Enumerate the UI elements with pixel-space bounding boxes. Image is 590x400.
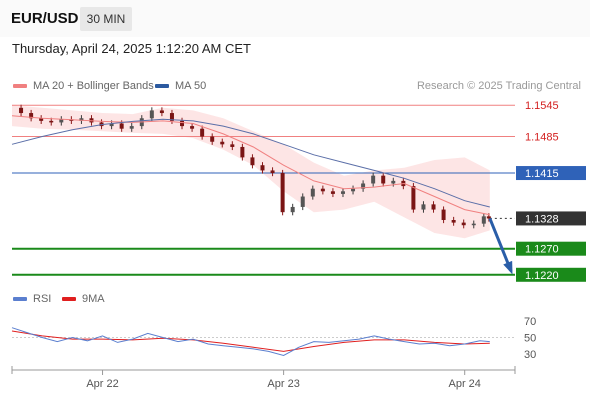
legend-ma20: MA 20 + Bollinger Bands	[13, 80, 154, 92]
x-tick-label: Apr 22	[86, 378, 118, 390]
chart-datetime: Thursday, April 24, 2025 1:12:20 AM CET	[12, 41, 251, 56]
candle-body	[481, 216, 486, 224]
candle-body	[240, 146, 245, 158]
candle-body	[79, 118, 84, 121]
legend-label-ma9: 9MA	[82, 293, 105, 305]
candle-body	[320, 188, 325, 192]
candle-body	[431, 204, 436, 210]
bollinger-band-area	[12, 105, 490, 239]
legend-swatch-ma9	[62, 297, 76, 302]
candle-body	[411, 186, 416, 210]
rsi-tick-label: 70	[524, 316, 536, 328]
x-tick-label: Apr 24	[448, 378, 480, 390]
level-label-1.1485: 1.1485	[525, 132, 559, 144]
candle-body	[190, 126, 195, 129]
legend-label-ma20: MA 20 + Bollinger Bands	[33, 80, 154, 92]
rsi-line	[11, 327, 490, 357]
candle-body	[486, 216, 491, 219]
legend-swatch-ma20	[13, 84, 27, 89]
level-label-1.1270: 1.1270	[525, 244, 559, 256]
timeframe-badge[interactable]: 30 MIN	[80, 7, 132, 31]
candle-body	[371, 175, 376, 184]
symbol-title: EUR/USD	[11, 10, 79, 27]
candle-body	[310, 188, 315, 197]
ma50-line	[11, 118, 490, 208]
legend-swatch-rsi	[13, 297, 27, 302]
candle-body	[109, 123, 114, 127]
candle-body	[451, 220, 456, 223]
legend-swatch-ma50	[155, 84, 169, 89]
level-box-1.1270	[516, 241, 586, 256]
candle-body	[200, 128, 205, 137]
candle-body	[159, 110, 164, 114]
candle-body	[330, 191, 335, 194]
candle-body	[19, 107, 24, 114]
candle-body	[461, 222, 466, 226]
candle-body	[250, 157, 255, 166]
candle-body	[260, 165, 265, 171]
candle-body	[210, 136, 215, 142]
candle-body	[230, 144, 235, 147]
level-label-1.1545: 1.1545	[525, 100, 559, 112]
candle-body	[49, 120, 54, 123]
candle-body	[340, 191, 345, 194]
level-box-1.1328	[516, 211, 586, 226]
candle-body	[300, 196, 305, 207]
credit-text: Research © 2025 Trading Central	[416, 80, 581, 92]
candle-body	[169, 113, 174, 121]
legend-rsi: RSI	[13, 293, 51, 305]
level-label-1.1415: 1.1415	[525, 168, 559, 180]
candle-body	[59, 119, 64, 123]
ma20-line	[11, 115, 490, 216]
candle-body	[119, 123, 124, 129]
legend-ma50: MA 50	[155, 80, 206, 92]
candle-body	[391, 180, 396, 184]
candle-body	[471, 223, 476, 226]
candle-body	[29, 113, 34, 119]
candle-body	[129, 126, 134, 129]
level-label-1.1220: 1.1220	[525, 270, 559, 282]
candle-body	[361, 183, 366, 189]
chart-header: EUR/USD 30 MIN	[0, 0, 590, 37]
candle-body	[280, 173, 285, 213]
candle-body	[39, 118, 44, 121]
legend-ma9: 9MA	[62, 293, 105, 305]
candle-body	[381, 175, 386, 184]
candle-body	[149, 110, 154, 119]
candle-body	[441, 209, 446, 220]
level-box-1.1415	[516, 166, 586, 181]
candle-body	[220, 141, 225, 145]
forecast-arrow-line	[488, 217, 513, 272]
legend-label-rsi: RSI	[33, 293, 52, 305]
legend-label-ma50: MA 50	[175, 80, 207, 92]
rsi-tick-label: 30	[524, 349, 536, 361]
forecast-arrow-head	[503, 260, 513, 275]
level-label-1.1328: 1.1328	[525, 213, 559, 225]
x-tick-label: Apr 23	[267, 378, 299, 390]
rsi-tick-label: 50	[524, 333, 536, 345]
candle-body	[270, 170, 275, 174]
candle-body	[351, 188, 356, 192]
candle-body	[421, 204, 426, 210]
candle-body	[180, 120, 185, 127]
candle-body	[290, 206, 295, 213]
level-box-1.1220	[516, 267, 586, 282]
